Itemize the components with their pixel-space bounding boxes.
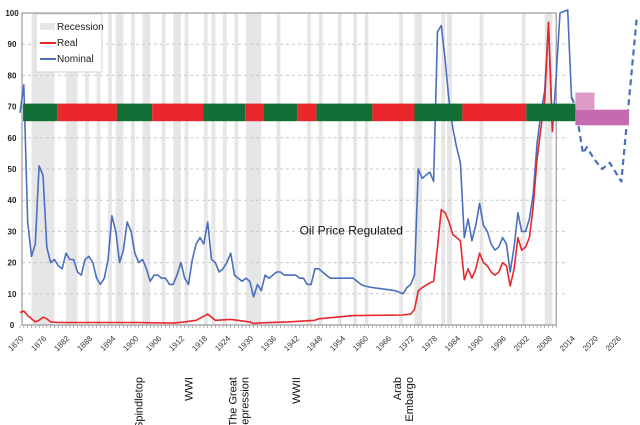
x-tick-label: 1918 [190, 334, 209, 353]
x-tick-label: 1990 [466, 334, 485, 353]
legend-label-recession: Recession [57, 22, 104, 33]
x-tick-label: 1882 [52, 334, 71, 353]
phase-band-segment [245, 103, 264, 122]
x-tick-label: 2014 [558, 334, 577, 353]
recession-bar [108, 13, 112, 325]
event-label: Oil Embargo [404, 377, 416, 425]
recession-bar [161, 13, 166, 325]
phase-band-segment [372, 103, 415, 122]
x-tick-label: 1972 [397, 334, 416, 353]
phase-band-segment [462, 103, 527, 122]
recession-bar [521, 13, 526, 325]
event-label: The Great [227, 377, 239, 425]
x-tick-label: 2026 [604, 334, 623, 353]
phase-band-segment [414, 103, 463, 122]
phase-band-segment [23, 103, 58, 122]
y-tick-label: 10 [8, 290, 17, 299]
y-tick-label: 90 [8, 40, 17, 49]
recession-bar [276, 13, 281, 325]
event-label: Arab [392, 377, 404, 400]
legend-label-nominal: Nominal [57, 54, 94, 65]
x-tick-label: 1930 [236, 334, 255, 353]
x-tick-label: 1900 [121, 334, 140, 353]
phase-band-segment [316, 103, 373, 122]
y-tick-label: 80 [8, 71, 17, 80]
x-tick-label: 2008 [535, 334, 554, 353]
nominal-series-line [19, 9, 573, 298]
legend-label-real: Real [57, 38, 78, 49]
x-tick-label: 1912 [167, 334, 186, 353]
y-tick-label: 100 [5, 9, 19, 18]
recession-bar [85, 13, 89, 325]
recession-bar [353, 13, 358, 325]
x-tick-label: 1906 [144, 334, 163, 353]
forecast-box [575, 92, 595, 110]
x-tick-label: 1966 [374, 334, 393, 353]
phase-band-segment [116, 103, 153, 122]
y-tick-label: 40 [8, 196, 17, 205]
event-label: WWI [184, 377, 196, 401]
event-label: Spindletop [134, 377, 146, 425]
x-tick-label: 1942 [282, 334, 301, 353]
x-tick-label: 2002 [512, 334, 531, 353]
recession-bar [234, 13, 239, 325]
plot-border [21, 12, 557, 326]
event-label: Depression [239, 377, 251, 425]
x-tick-label: 1996 [489, 334, 508, 353]
x-tick-label: 2020 [581, 334, 600, 353]
phase-band-segment [152, 103, 204, 122]
recession-bar [544, 13, 553, 325]
phase-band-segment [57, 103, 117, 122]
y-tick-label: 60 [8, 134, 17, 143]
x-tick-label: 1876 [29, 334, 48, 353]
x-tick-label: 1948 [305, 334, 324, 353]
phase-band-segment [526, 103, 576, 122]
recession-bar [173, 13, 181, 325]
recession-bar [337, 13, 342, 325]
recession-bar [307, 13, 312, 325]
x-tick-label: 1954 [328, 334, 347, 353]
recession-bar [479, 13, 484, 325]
annotation-label: Oil Price Regulated [300, 224, 403, 238]
x-tick-label: 1936 [259, 334, 278, 353]
y-tick-label: 70 [8, 103, 17, 112]
recession-bar [211, 13, 216, 325]
y-tick-label: 20 [8, 259, 17, 268]
recession-bar [96, 13, 101, 325]
x-tick-label: 1984 [443, 334, 462, 353]
forecast-box [575, 109, 629, 126]
x-tick-label: 1978 [420, 334, 439, 353]
recession-bar [318, 13, 323, 325]
x-tick-label: 1894 [98, 334, 117, 353]
legend-swatch-recession [40, 23, 55, 30]
recession-bar [203, 13, 208, 325]
x-tick-label: 1960 [351, 334, 370, 353]
event-label: WWII [291, 377, 303, 404]
x-tick-label: 1888 [75, 334, 94, 353]
phase-band-segment [297, 103, 317, 122]
y-tick-label: 0 [10, 321, 15, 330]
phase-band-segment [203, 103, 246, 122]
legend: Recession Real Nominal [35, 13, 104, 73]
y-tick-label: 50 [8, 165, 17, 174]
recession-bar [245, 13, 262, 325]
x-tick-label: 1924 [213, 334, 232, 353]
phase-band-segment [263, 103, 298, 122]
real-series-line [19, 21, 554, 325]
recession-bar [142, 13, 151, 325]
x-tick-label: 1870 [6, 334, 25, 353]
y-tick-label: 30 [8, 227, 17, 236]
recession-bar [222, 13, 227, 325]
